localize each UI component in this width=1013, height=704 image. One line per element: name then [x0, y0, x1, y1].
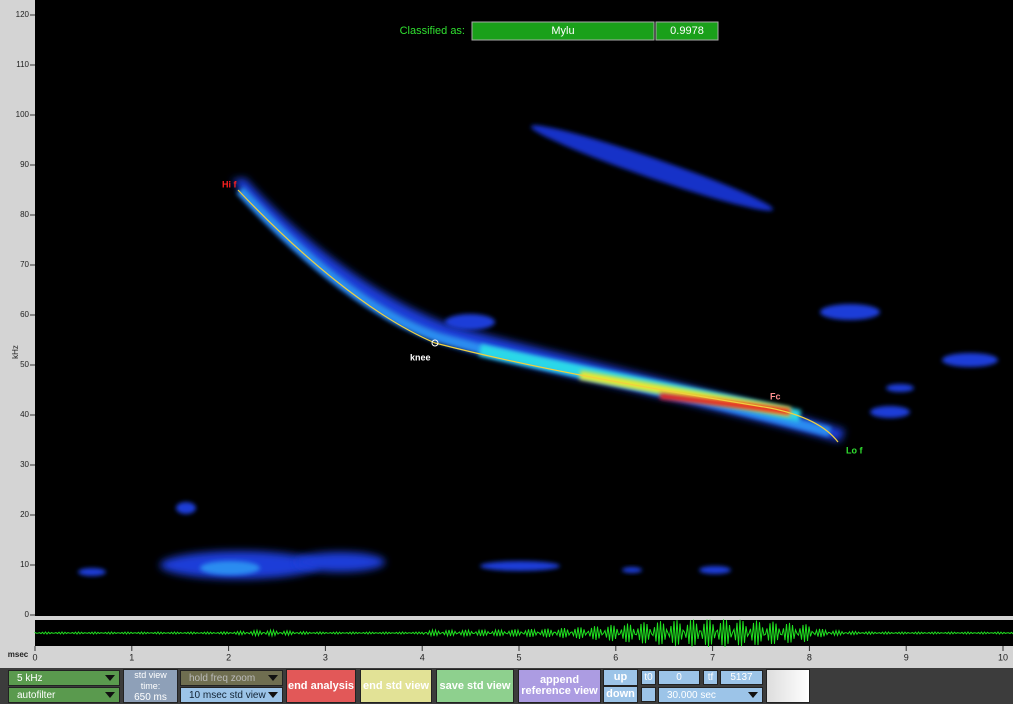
t0-label: t0: [641, 670, 656, 685]
zoom-mode-dropdown[interactable]: hold freq zoom: [180, 670, 283, 686]
x-tick-label: 7: [710, 652, 715, 662]
y-tick-label: 60: [20, 310, 29, 319]
y-tick-label: 50: [20, 360, 29, 369]
y-tick-label: 30: [20, 460, 29, 469]
y-tick-label: 20: [20, 510, 29, 519]
tf-label: tf: [703, 670, 718, 685]
down-button[interactable]: down: [603, 686, 638, 703]
filter-mode-dropdown[interactable]: autofilter: [8, 687, 120, 703]
x-tick-label: 3: [323, 652, 328, 662]
spectrogram-energy: [78, 125, 998, 579]
x-tick-label: 5: [516, 652, 521, 662]
classified-species: Mylu: [551, 25, 574, 37]
blank-button[interactable]: [766, 669, 810, 703]
classification-score: 0.9978: [670, 25, 704, 37]
annotation-fc: Fc: [770, 391, 781, 401]
waveform: [34, 619, 1013, 648]
x-tick-label: 9: [904, 652, 909, 662]
duration-dropdown[interactable]: 30.000 sec: [658, 687, 763, 703]
classified-label: Classified as:: [400, 25, 465, 37]
x-tick-label: 6: [613, 652, 618, 662]
y-tick-label: 40: [20, 410, 29, 419]
control-bar: 5 kHz autofilter std view time: 650 ms ho…: [0, 668, 1013, 704]
append-reference-view-button[interactable]: append reference view: [518, 669, 601, 703]
annotation-lo-f: Lo f: [846, 445, 863, 455]
x-tick-label: 10: [998, 652, 1008, 662]
y-tick-label: 100: [16, 110, 30, 119]
save-std-view-button[interactable]: save std view: [436, 669, 514, 703]
x-unit: msec: [8, 650, 29, 659]
std-view-time: std view time: 650 ms: [123, 669, 178, 703]
y-tick-label: 120: [16, 10, 30, 19]
y-tick-label: 80: [20, 210, 29, 219]
y-tick-label: 90: [20, 160, 29, 169]
toggle-box[interactable]: [641, 687, 656, 702]
x-tick-label: 8: [807, 652, 812, 662]
t0-field[interactable]: 0: [658, 670, 700, 685]
y-tick-label: 70: [20, 260, 29, 269]
y-tick-label: 0: [25, 610, 30, 619]
spectrogram-panel: Hi f knee Fc Lo f Classified as: Mylu 0.…: [8, 0, 1013, 662]
x-tick-label: 0: [32, 652, 37, 662]
end-analysis-button[interactable]: end analysis: [286, 669, 356, 703]
y-tick-label: 10: [20, 560, 29, 569]
up-button[interactable]: up: [603, 669, 638, 686]
y-tick-label: 110: [16, 60, 29, 69]
x-tick-label: 4: [420, 652, 425, 662]
tf-field[interactable]: 5137: [720, 670, 763, 685]
annotation-knee: knee: [410, 352, 431, 362]
y-unit: kHz: [11, 345, 20, 359]
x-tick-label: 2: [226, 652, 231, 662]
x-tick-label: 1: [129, 652, 134, 662]
end-std-view-button[interactable]: end std view: [360, 669, 432, 703]
freq-filter-dropdown[interactable]: 5 kHz: [8, 670, 120, 686]
std-view-mode-dropdown[interactable]: 10 msec std view: [180, 687, 283, 703]
annotation-hi-f: Hi f: [222, 179, 238, 189]
